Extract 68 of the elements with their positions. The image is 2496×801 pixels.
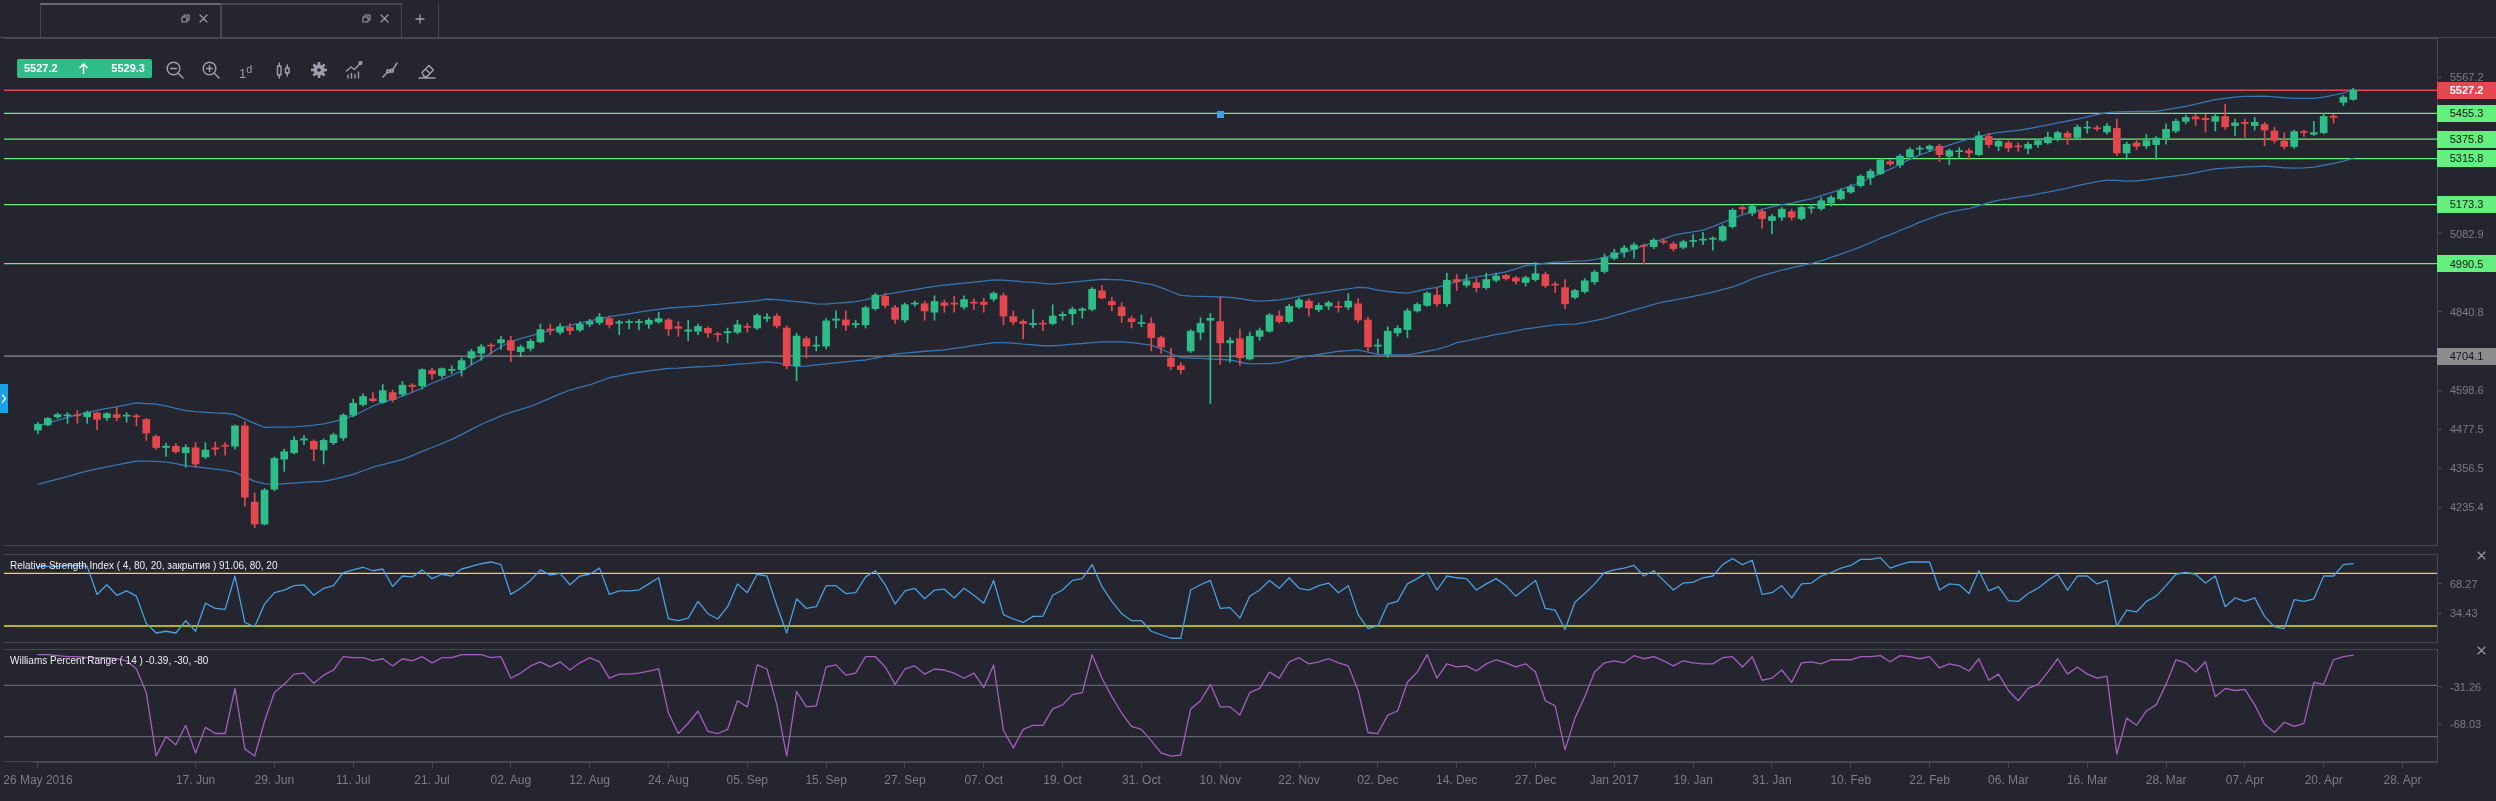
ref-line-label: 4990.5 bbox=[2449, 257, 2484, 270]
price-badge: 5527.2 5529.3 bbox=[17, 59, 152, 78]
candlestick bbox=[743, 322, 752, 333]
x-tick-label: 02. Aug bbox=[490, 772, 532, 787]
ref-line-label: 5173.3 bbox=[2449, 198, 2484, 211]
y-tick-label: 4235.4 bbox=[2450, 501, 2484, 514]
x-tick-label: 21. Jul bbox=[414, 772, 450, 787]
y-tick-label: 68.27 bbox=[2450, 577, 2478, 590]
annotation: 1$^{d}$ bbox=[239, 62, 253, 84]
candlestick bbox=[2310, 120, 2318, 136]
candlestick bbox=[625, 319, 633, 330]
x-tick-label: 29. Jun bbox=[254, 772, 295, 787]
candlestick bbox=[1640, 243, 1648, 265]
candlestick bbox=[1689, 234, 1697, 248]
candlestick bbox=[1019, 319, 1027, 339]
y-tick-label: -68.03 bbox=[2450, 718, 2482, 731]
x-tick-label: 19. Jan bbox=[1673, 772, 1713, 787]
x-tick-label: 07. Oct bbox=[964, 772, 1004, 787]
y-tick-label: 4477.5 bbox=[2450, 423, 2484, 436]
x-tick-label: 24. Aug bbox=[648, 772, 689, 787]
x-tick-label: 02. Dec bbox=[1357, 772, 1399, 787]
x-tick-label: 22. Nov bbox=[1278, 772, 1320, 787]
x-tick-label: 20. Apr bbox=[2304, 772, 2343, 787]
x-tick-label: 11. Jul bbox=[335, 772, 371, 787]
y-tick-label: 4356.5 bbox=[2450, 462, 2484, 475]
candlestick bbox=[2093, 125, 2101, 132]
x-tick-label: 31. Oct bbox=[1122, 772, 1162, 787]
x-tick-label: 14. Dec bbox=[1436, 772, 1478, 787]
text: Williams Percent Range ( 14 ) -0.39, -30, -80 bbox=[10, 654, 209, 667]
y-tick-label: 5567.2 bbox=[2450, 71, 2484, 84]
y-tick-label: -31.26 bbox=[2450, 680, 2482, 693]
x-tick-label: 06. Mar bbox=[1988, 772, 2029, 787]
candlestick bbox=[635, 318, 643, 331]
annotation: 5529.3 bbox=[111, 61, 145, 76]
x-tick-label: 10. Feb bbox=[1830, 772, 1872, 787]
x-tick-label: 26 May 2016 bbox=[3, 772, 73, 787]
ref-line-label: 4704.1 bbox=[2449, 350, 2484, 363]
candlestick bbox=[1709, 236, 1717, 251]
x-tick-label: 15. Sep bbox=[805, 772, 848, 787]
y-tick-label: 4840.8 bbox=[2450, 305, 2484, 318]
annotation: 5527.2 bbox=[24, 61, 58, 76]
y-tick-label: 4598.6 bbox=[2450, 384, 2484, 397]
candlestick bbox=[369, 392, 377, 403]
candlestick bbox=[2300, 129, 2308, 137]
x-tick-label: 31. Jan bbox=[1752, 772, 1792, 787]
x-tick-label: 27. Sep bbox=[884, 772, 926, 787]
x-tick-label: 07. Apr bbox=[2225, 772, 2264, 787]
x-tick-label: 05. Sep bbox=[726, 772, 769, 787]
x-tick-label: 17. Jun bbox=[175, 772, 216, 787]
candlestick bbox=[447, 365, 456, 374]
ref-line-label: 5527.2 bbox=[2449, 84, 2484, 97]
y-tick-label: 34.43 bbox=[2450, 607, 2478, 620]
x-tick-label: 19. Oct bbox=[1043, 772, 1083, 787]
x-tick-label: 16. Mar bbox=[2066, 772, 2108, 787]
candlestick bbox=[1955, 147, 1963, 159]
candlestick bbox=[221, 442, 229, 456]
x-tick-label: Jan 2017 bbox=[1589, 772, 1640, 787]
x-tick-label: 12. Aug bbox=[569, 772, 611, 787]
ref-line-label: 5375.8 bbox=[2449, 133, 2484, 146]
x-tick-label: 10. Nov bbox=[1199, 772, 1241, 787]
x-tick-label: 28. Apr bbox=[2383, 772, 2422, 787]
ref-line-label: 5455.3 bbox=[2449, 107, 2484, 120]
y-tick-label: 5082.9 bbox=[2450, 227, 2484, 240]
candlestick bbox=[713, 331, 722, 342]
x-tick-label: 28. Mar bbox=[2145, 772, 2187, 787]
ref-line-label: 5315.8 bbox=[2449, 152, 2484, 165]
x-tick-label: 22. Feb bbox=[1909, 772, 1951, 787]
x-tick-label: 27. Dec bbox=[1514, 772, 1557, 787]
